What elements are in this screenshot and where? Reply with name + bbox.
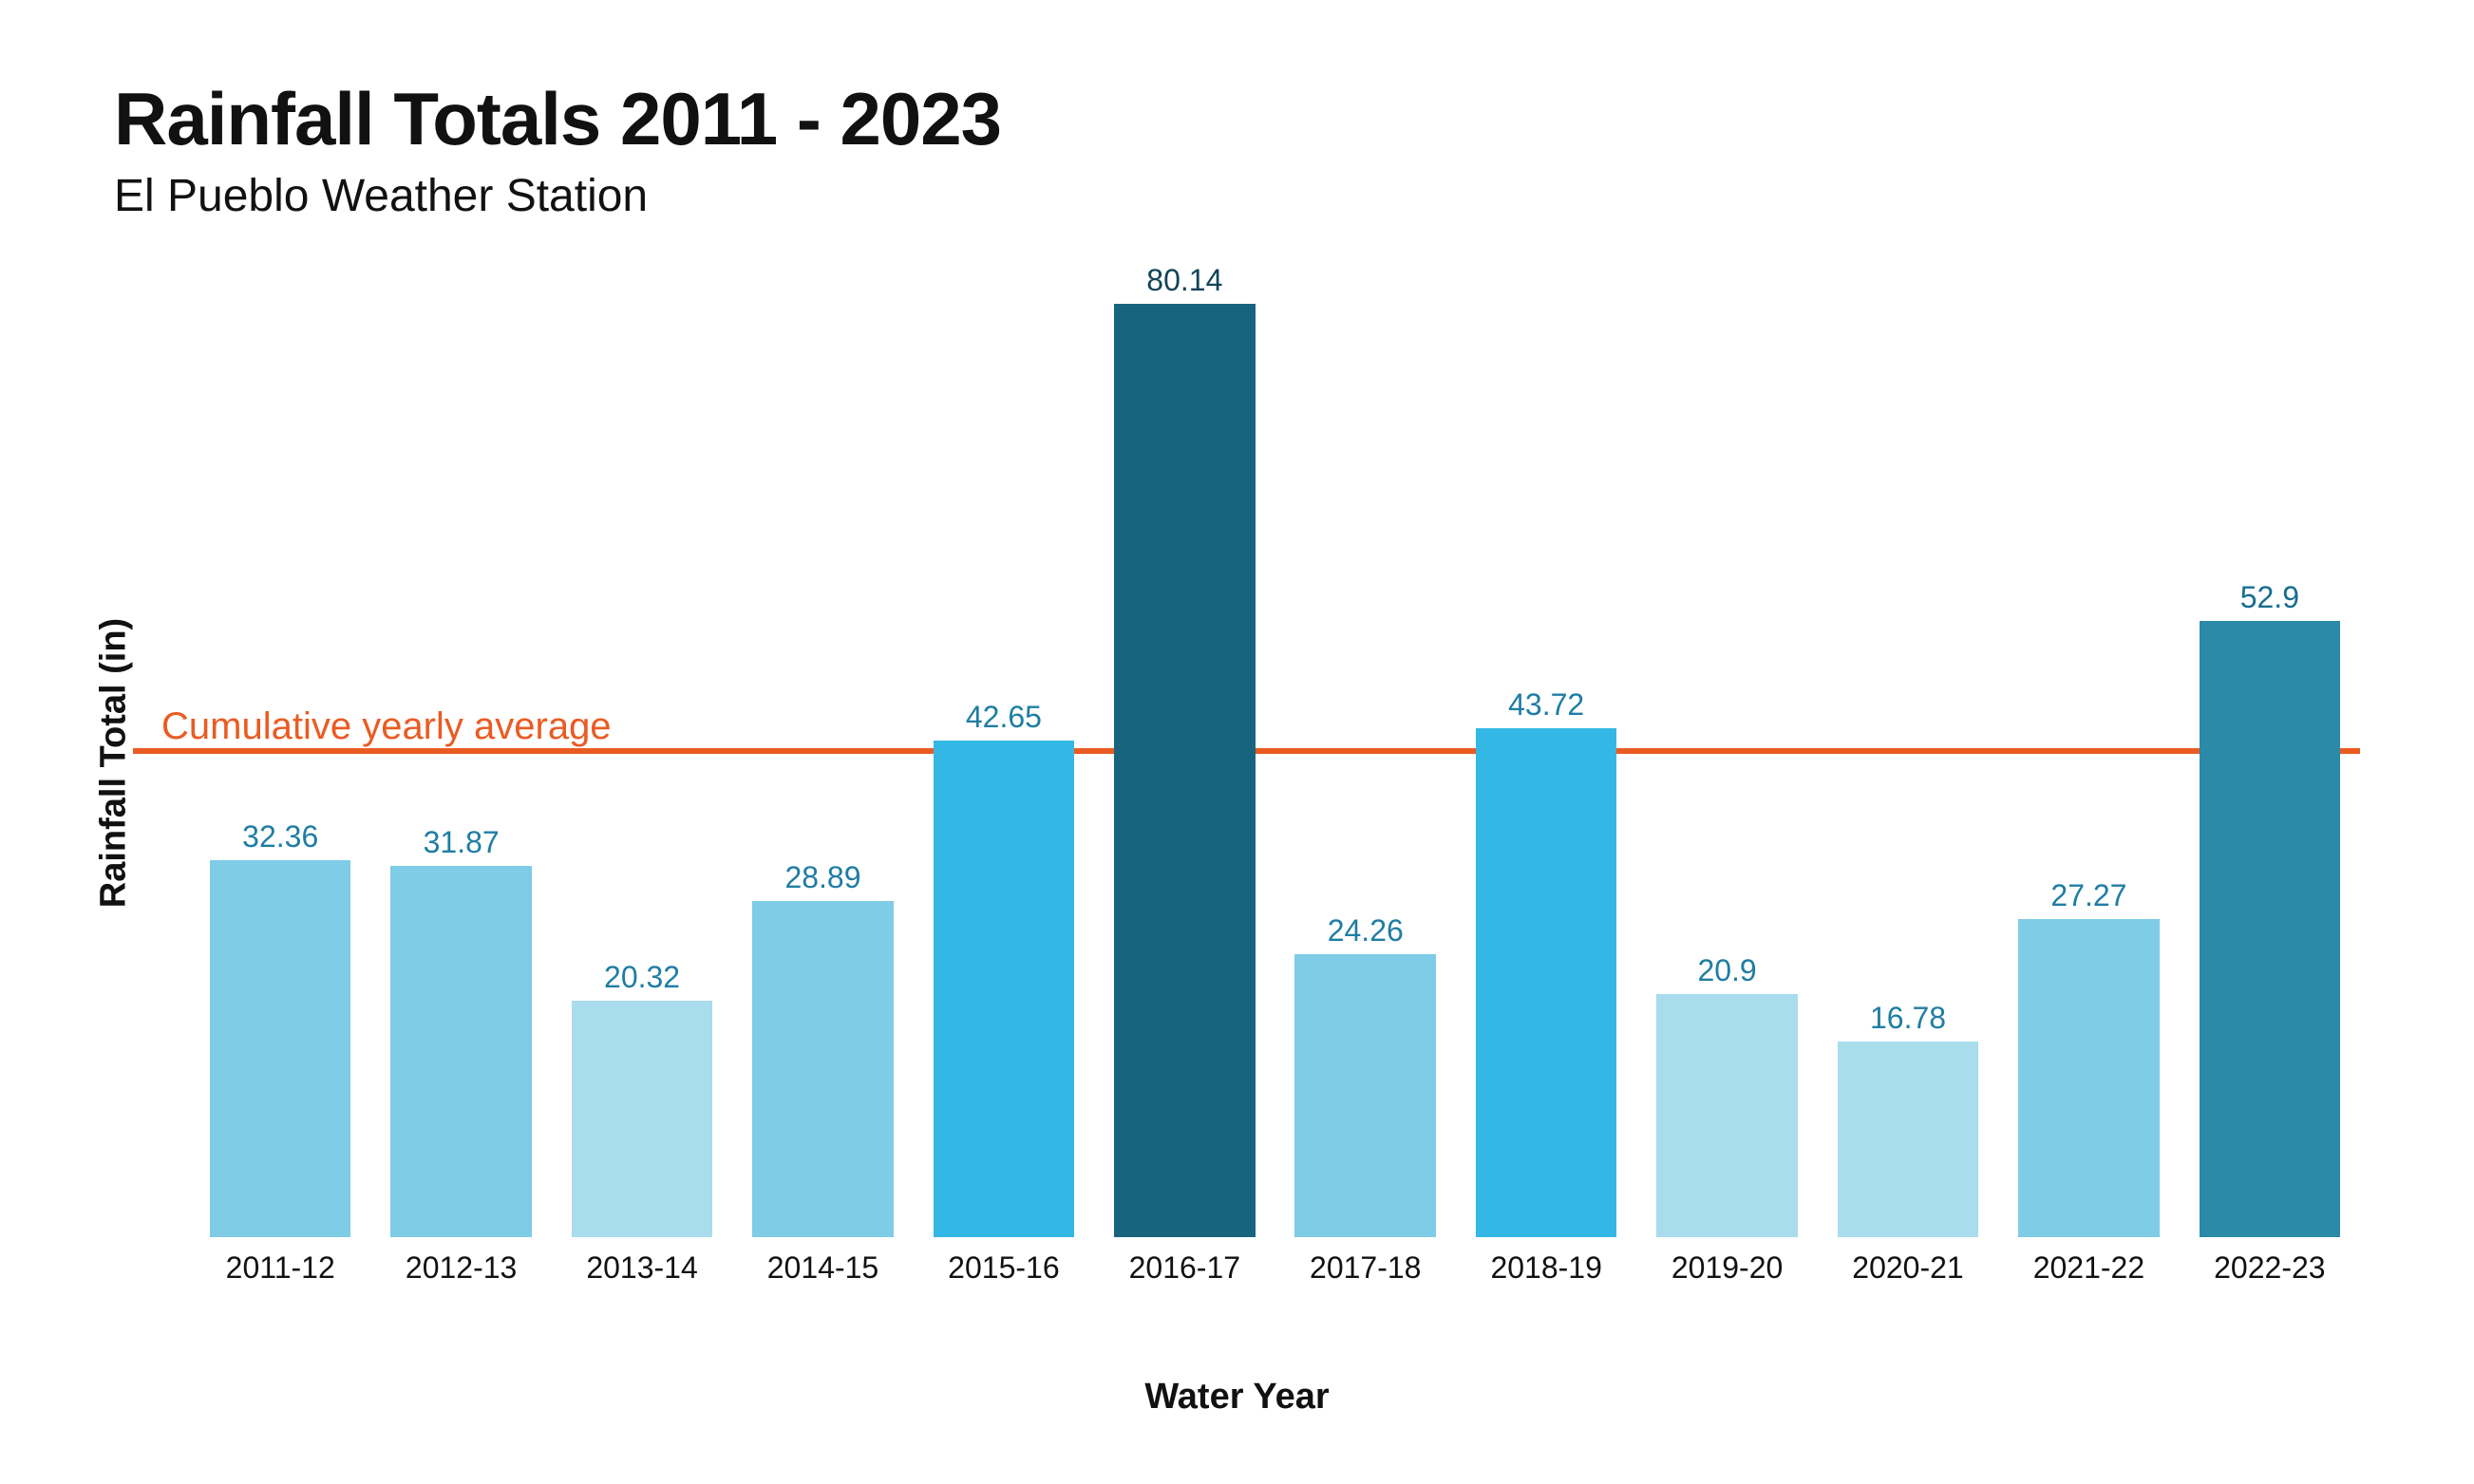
x-axis-tick-label: 2021-22 <box>1998 1237 2179 1294</box>
bar-value-label: 24.26 <box>1328 913 1404 949</box>
chart-area: Cumulative yearly average 32.3631.8720.3… <box>190 247 2360 1294</box>
x-axis-tick-label: 2014-15 <box>732 1237 913 1294</box>
x-axis-tick-label: 2017-18 <box>1275 1237 1456 1294</box>
bar <box>1114 304 1256 1237</box>
bar-slot: 32.36 <box>190 247 370 1237</box>
bar-value-label: 31.87 <box>424 825 500 860</box>
bar-value-label: 32.36 <box>242 819 318 855</box>
x-axis-tick-label: 2015-16 <box>914 1237 1094 1294</box>
x-axis: 2011-122012-132013-142014-152015-162016-… <box>190 1237 2360 1294</box>
bar-slot: 52.9 <box>2180 247 2360 1237</box>
bar <box>1294 954 1436 1237</box>
bar-slot: 27.27 <box>1998 247 2179 1237</box>
bar-slot: 20.32 <box>552 247 732 1237</box>
bar-value-label: 52.9 <box>2240 580 2299 615</box>
chart-title: Rainfall Totals 2011 - 2023 <box>114 76 2360 162</box>
x-axis-tick-label: 2013-14 <box>552 1237 732 1294</box>
bars-container: 32.36 31.87 20.32 28.89 42.65 80.14 24.26 43.72… <box>190 247 2360 1237</box>
bar-slot: 80.14 <box>1094 247 1275 1237</box>
bar <box>1476 728 1617 1237</box>
bar-slot: 31.87 <box>370 247 551 1237</box>
bar-value-label: 20.32 <box>604 960 680 995</box>
bar-slot: 20.9 <box>1636 247 1817 1237</box>
x-axis-tick-label: 2020-21 <box>1818 1237 1998 1294</box>
bar-slot: 16.78 <box>1818 247 1998 1237</box>
bar-slot: 28.89 <box>732 247 913 1237</box>
bar <box>2200 621 2341 1237</box>
bar-slot: 24.26 <box>1275 247 1456 1237</box>
bar <box>390 866 532 1237</box>
bar <box>934 741 1075 1237</box>
bar-slot: 42.65 <box>914 247 1094 1237</box>
bar-value-label: 27.27 <box>2050 878 2126 913</box>
bar-value-label: 16.78 <box>1870 1001 1946 1036</box>
x-axis-label: Water Year <box>0 1377 2474 1418</box>
bar <box>572 1001 713 1237</box>
bar <box>1656 994 1798 1237</box>
bar-value-label: 43.72 <box>1508 687 1584 723</box>
bar <box>752 901 894 1237</box>
bar <box>2018 919 2160 1237</box>
bar-value-label: 42.65 <box>966 700 1042 735</box>
x-axis-tick-label: 2018-19 <box>1456 1237 1636 1294</box>
x-axis-tick-label: 2012-13 <box>370 1237 551 1294</box>
bar-slot: 43.72 <box>1456 247 1636 1237</box>
page: Rainfall Totals 2011 - 2023 El Pueblo We… <box>0 0 2474 1484</box>
bar-value-label: 28.89 <box>784 860 860 895</box>
bar-value-label: 20.9 <box>1697 953 1756 988</box>
x-axis-tick-label: 2019-20 <box>1636 1237 1817 1294</box>
bar-value-label: 80.14 <box>1146 263 1222 298</box>
x-axis-tick-label: 2011-12 <box>190 1237 370 1294</box>
x-axis-tick-label: 2016-17 <box>1094 1237 1275 1294</box>
chart-subtitle: El Pueblo Weather Station <box>114 170 2360 222</box>
plot-area: Cumulative yearly average 32.3631.8720.3… <box>190 247 2360 1237</box>
bar <box>210 860 351 1237</box>
bar <box>1838 1042 1979 1237</box>
y-axis-label: Rainfall Total (in) <box>94 617 135 907</box>
x-axis-tick-label: 2022-23 <box>2180 1237 2360 1294</box>
